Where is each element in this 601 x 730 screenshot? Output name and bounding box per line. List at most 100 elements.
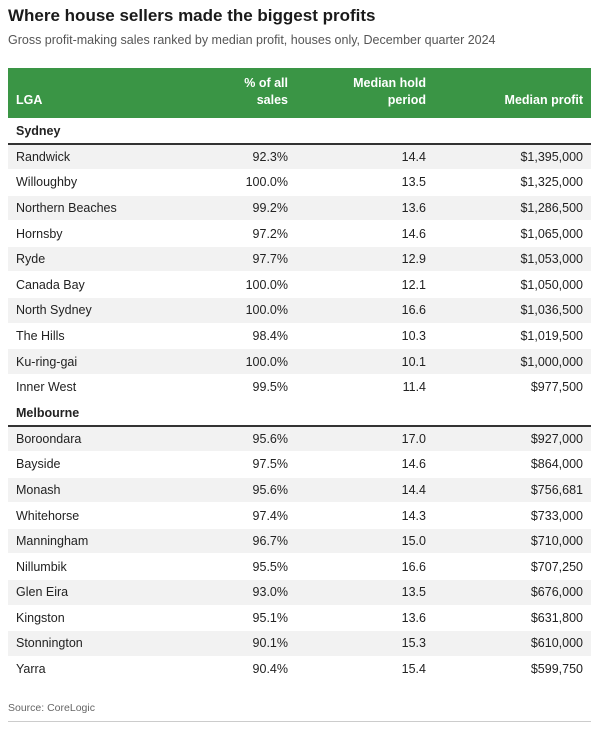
cell-hold-period: 10.3 (296, 323, 434, 350)
cell-median-profit: $1,050,000 (434, 271, 591, 299)
cell-hold-period: 16.6 (296, 297, 434, 324)
source-note: Source: CoreLogic (8, 702, 95, 714)
table-row: The Hills 98.4% 10.3 $1,019,500 (8, 323, 591, 350)
cell-hold-period: 10.1 (296, 348, 434, 375)
table-row: Hornsby 97.2% 14.6 $1,065,000 (8, 220, 591, 247)
cell-lga: Ryde (8, 246, 208, 273)
cell-lga: Canada Bay (8, 271, 208, 299)
cell-pct-sales: 95.6% (208, 477, 296, 504)
table-row: Nillumbik 95.5% 16.6 $707,250 (8, 553, 591, 580)
cell-lga: Boroondara (8, 425, 208, 453)
cell-hold-period: 14.3 (296, 502, 434, 529)
cell-hold-period: 14.6 (296, 451, 434, 478)
table-row: Manningham 96.7% 15.0 $710,000 (8, 528, 591, 555)
table-row: Yarra 90.4% 15.4 $599,750 (8, 656, 591, 683)
group-header-row: Melbourne (8, 399, 591, 427)
column-header-hold-period: Median hold period (353, 76, 426, 107)
cell-lga: Inner West (8, 374, 208, 401)
cell-median-profit: $1,395,000 (434, 144, 591, 171)
cell-hold-period: 13.5 (296, 169, 434, 196)
cell-hold-period: 11.4 (296, 374, 434, 401)
cell-pct-sales: 97.2% (208, 220, 296, 247)
table-row: Whitehorse 97.4% 14.3 $733,000 (8, 502, 591, 529)
cell-pct-sales: 95.1% (208, 605, 296, 632)
cell-pct-sales: 97.5% (208, 451, 296, 478)
cell-hold-period: 14.4 (296, 477, 434, 504)
cell-pct-sales: 100.0% (208, 169, 296, 196)
cell-median-profit: $631,800 (434, 605, 591, 632)
cell-pct-sales: 98.4% (208, 323, 296, 350)
cell-pct-sales: 93.0% (208, 579, 296, 606)
table-row: Glen Eira 93.0% 13.5 $676,000 (8, 579, 591, 606)
bottom-divider (8, 721, 591, 722)
cell-pct-sales: 95.6% (208, 425, 296, 453)
cell-lga: The Hills (8, 323, 208, 350)
cell-lga: Whitehorse (8, 502, 208, 529)
table-header-row: LGA % of all sales Median hold period Me… (8, 68, 591, 118)
cell-lga: Nillumbik (8, 553, 208, 580)
cell-pct-sales: 90.1% (208, 630, 296, 657)
cell-pct-sales: 97.7% (208, 246, 296, 273)
cell-pct-sales: 100.0% (208, 348, 296, 375)
cell-pct-sales: 92.3% (208, 144, 296, 171)
cell-median-profit: $1,036,500 (434, 297, 591, 324)
cell-hold-period: 17.0 (296, 425, 434, 453)
cell-lga: Kingston (8, 605, 208, 632)
cell-median-profit: $707,250 (434, 553, 591, 580)
cell-pct-sales: 95.5% (208, 553, 296, 580)
cell-hold-period: 15.4 (296, 656, 434, 683)
table-row: Randwick 92.3% 14.4 $1,395,000 (8, 144, 591, 171)
table-row: Willoughby 100.0% 13.5 $1,325,000 (8, 169, 591, 196)
table-row: Bayside 97.5% 14.6 $864,000 (8, 451, 591, 478)
cell-pct-sales: 97.4% (208, 502, 296, 529)
table-row: Northern Beaches 99.2% 13.6 $1,286,500 (8, 195, 591, 222)
cell-lga: Northern Beaches (8, 195, 208, 222)
cell-lga: Ku-ring-gai (8, 348, 208, 375)
column-header-lga: LGA (16, 93, 43, 107)
cell-hold-period: 13.6 (296, 605, 434, 632)
cell-lga: Bayside (8, 451, 208, 478)
cell-median-profit: $1,053,000 (434, 246, 591, 273)
cell-median-profit: $977,500 (434, 374, 591, 401)
cell-lga: Hornsby (8, 220, 208, 247)
column-header-median-profit: Median profit (504, 93, 583, 107)
cell-lga: Glen Eira (8, 579, 208, 606)
group-label: Sydney (8, 118, 591, 145)
cell-pct-sales: 99.2% (208, 195, 296, 222)
cell-hold-period: 15.0 (296, 528, 434, 555)
cell-lga: Willoughby (8, 169, 208, 196)
cell-median-profit: $1,286,500 (434, 195, 591, 222)
cell-median-profit: $610,000 (434, 630, 591, 657)
table-row: Kingston 95.1% 13.6 $631,800 (8, 605, 591, 632)
table-row: Stonnington 90.1% 15.3 $610,000 (8, 630, 591, 657)
chart-subtitle: Gross profit-making sales ranked by medi… (8, 33, 496, 47)
group-label: Melbourne (8, 399, 591, 427)
cell-hold-period: 12.1 (296, 271, 434, 299)
cell-median-profit: $756,681 (434, 477, 591, 504)
table-row: Inner West 99.5% 11.4 $977,500 (8, 374, 591, 401)
cell-median-profit: $710,000 (434, 528, 591, 555)
cell-pct-sales: 96.7% (208, 528, 296, 555)
cell-hold-period: 13.5 (296, 579, 434, 606)
column-header-pct-sales: % of all sales (244, 76, 288, 107)
table-body: Sydney Randwick 92.3% 14.4 $1,395,000 Willoug… (8, 118, 591, 683)
cell-lga: Randwick (8, 144, 208, 171)
table-row: Boroondara 95.6% 17.0 $927,000 (8, 425, 591, 453)
table-row: Ku-ring-gai 100.0% 10.1 $1,000,000 (8, 348, 591, 375)
cell-median-profit: $676,000 (434, 579, 591, 606)
chart-title: Where house sellers made the biggest pro… (8, 6, 376, 25)
cell-median-profit: $864,000 (434, 451, 591, 478)
cell-hold-period: 13.6 (296, 195, 434, 222)
table-row: Ryde 97.7% 12.9 $1,053,000 (8, 246, 591, 273)
cell-lga: Monash (8, 477, 208, 504)
cell-pct-sales: 100.0% (208, 297, 296, 324)
table-row: Canada Bay 100.0% 12.1 $1,050,000 (8, 271, 591, 299)
cell-median-profit: $1,065,000 (434, 220, 591, 247)
cell-hold-period: 16.6 (296, 553, 434, 580)
cell-lga: Manningham (8, 528, 208, 555)
cell-median-profit: $1,000,000 (434, 348, 591, 375)
cell-hold-period: 14.4 (296, 144, 434, 171)
cell-lga: Stonnington (8, 630, 208, 657)
cell-median-profit: $1,019,500 (434, 323, 591, 350)
cell-pct-sales: 99.5% (208, 374, 296, 401)
